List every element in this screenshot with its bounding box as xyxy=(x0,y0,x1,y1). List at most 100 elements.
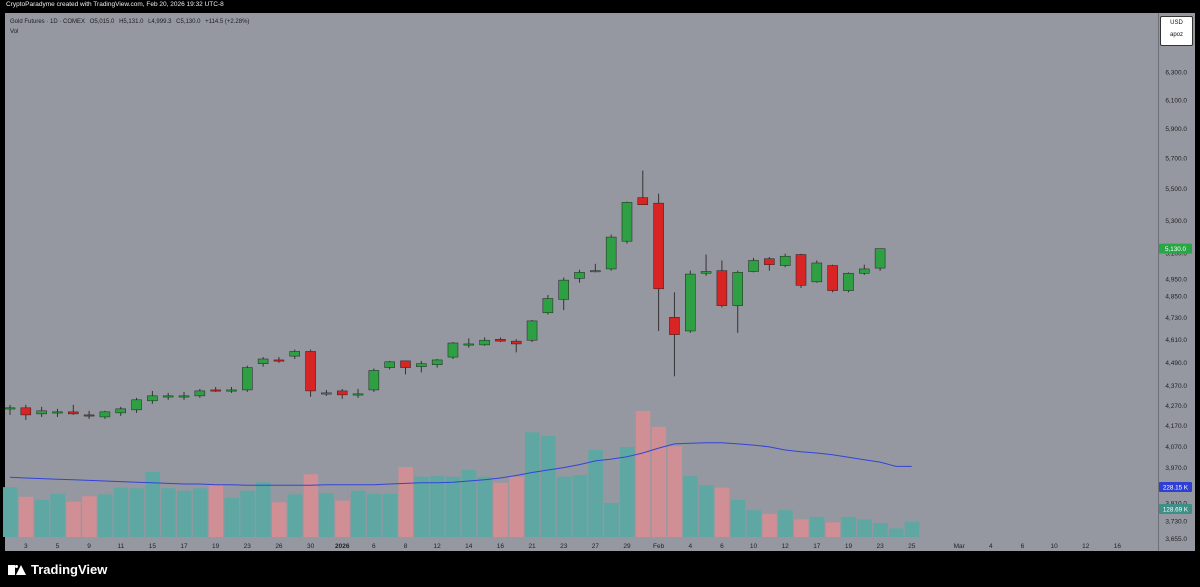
candle-body xyxy=(273,359,285,362)
symbol-legend: Gold Futures · 1D · COMEX O5,015.0 H5,13… xyxy=(10,19,252,25)
currency-code: USD xyxy=(1170,20,1183,26)
time-tick-1: 5 xyxy=(56,543,60,550)
time-tick-27: 23 xyxy=(876,543,884,550)
volume-bar-45 xyxy=(714,487,730,537)
candle-body xyxy=(685,273,696,332)
candle-body xyxy=(352,393,364,396)
time-tick-12: 8 xyxy=(404,543,408,550)
volume-bar-52 xyxy=(825,522,841,537)
candle-50 xyxy=(795,253,807,288)
candle-21 xyxy=(336,388,348,399)
candle-47 xyxy=(748,257,759,273)
candle-44 xyxy=(700,254,712,276)
candle-body xyxy=(226,389,237,392)
volume-bar-4 xyxy=(66,501,81,537)
candle-body xyxy=(194,390,206,397)
candle-43 xyxy=(685,270,696,333)
volume-bar-3 xyxy=(50,493,65,537)
candle-body xyxy=(400,360,411,368)
volume-bar-6 xyxy=(97,494,113,537)
candle-body xyxy=(479,339,490,346)
price-tick-19: 3,730.0 xyxy=(1165,519,1187,526)
volume-bar-19 xyxy=(303,474,319,537)
candle-body xyxy=(716,270,728,306)
volume-ma-line xyxy=(9,442,912,486)
candle-12 xyxy=(194,388,206,398)
candle-10 xyxy=(162,392,174,400)
candle-32 xyxy=(510,339,522,353)
candle-37 xyxy=(590,263,601,273)
candle-body xyxy=(115,408,126,414)
candle-1 xyxy=(20,404,32,420)
time-tick-15: 16 xyxy=(497,543,505,550)
price-tick-3: 5,700.0 xyxy=(1165,155,1187,162)
candle-body xyxy=(20,407,32,416)
volume-bar-40 xyxy=(635,411,651,537)
volume-bar-34 xyxy=(540,435,556,537)
volume-bar-13 xyxy=(208,485,224,537)
candle-9 xyxy=(147,390,158,404)
candle-35 xyxy=(558,277,569,311)
time-tick-20: Feb xyxy=(653,543,665,550)
price-tick-9: 4,730.0 xyxy=(1165,315,1187,322)
volume-bar-50 xyxy=(794,519,809,537)
volume-ma-value-label-bg xyxy=(1159,482,1192,492)
volume-bar-5 xyxy=(82,496,97,537)
candle-body xyxy=(36,410,47,415)
time-tick-9: 30 xyxy=(307,543,315,550)
last-price-label: 5,130.0 xyxy=(1159,243,1192,254)
volume-bar-57 xyxy=(904,521,920,537)
candle-26 xyxy=(416,360,427,373)
chart-area[interactable] xyxy=(5,13,1158,551)
time-tick-23: 10 xyxy=(750,543,758,550)
volume-bar-9 xyxy=(145,471,160,537)
axis-value-labels: 5,130.0 228.15 K 128.69 K xyxy=(1159,243,1192,514)
time-tick-26: 19 xyxy=(845,543,853,550)
volume-bar-33 xyxy=(525,432,540,537)
candle-8 xyxy=(131,397,142,413)
symbol-name[interactable]: Gold Futures · 1D · COMEX xyxy=(10,19,86,25)
candle-22 xyxy=(352,388,364,398)
candle-body xyxy=(242,367,253,391)
volume-bar-46 xyxy=(730,499,746,537)
candle-31 xyxy=(495,337,506,343)
candle-body xyxy=(827,265,838,291)
candle-body xyxy=(590,270,601,273)
candle-body xyxy=(779,255,791,266)
candle-45 xyxy=(716,260,728,308)
volume-bar-24 xyxy=(382,493,398,537)
candle-body xyxy=(52,411,63,414)
price-axis[interactable] xyxy=(1158,13,1196,551)
volume-bar-29 xyxy=(461,470,477,537)
candle-body xyxy=(574,272,585,279)
price-tick-18: 3,810.0 xyxy=(1165,500,1187,507)
price-tick-labels: 6,300.0 6,100.0 5,900.0 5,700.0 5,500.0 5,300… xyxy=(1165,70,1187,543)
volume-bar-17 xyxy=(271,502,287,537)
candle-3 xyxy=(52,408,63,417)
price-tick-13: 4,270.0 xyxy=(1165,403,1187,410)
candle-40 xyxy=(637,170,649,205)
candle-4 xyxy=(68,404,79,415)
tradingview-brand: TradingView xyxy=(31,562,108,577)
volume-bar-28 xyxy=(445,476,461,537)
close-value: C5,130.0 xyxy=(176,19,201,25)
candle-body xyxy=(463,343,475,346)
candle-body xyxy=(748,260,759,272)
candle-30 xyxy=(479,337,490,346)
currency-selector[interactable]: USD apoz xyxy=(1160,16,1193,46)
time-tick-14: 14 xyxy=(465,543,473,550)
open-value: O5,015.0 xyxy=(89,19,115,25)
candle-19 xyxy=(305,349,316,397)
candle-16 xyxy=(257,357,269,367)
volume-legend[interactable]: Vol xyxy=(10,29,19,35)
volume-ma-value-label-text: 228.15 K xyxy=(1163,484,1189,491)
candle-2 xyxy=(36,406,47,417)
volume-bar-42 xyxy=(667,446,682,537)
last-price-label-bg xyxy=(1159,243,1192,254)
candle-46 xyxy=(732,270,743,333)
price-tick-2: 5,900.0 xyxy=(1165,126,1187,133)
tradingview-logo[interactable]: TradingView xyxy=(8,562,107,577)
candle-body xyxy=(700,271,712,274)
volume-bar-35 xyxy=(556,476,572,537)
